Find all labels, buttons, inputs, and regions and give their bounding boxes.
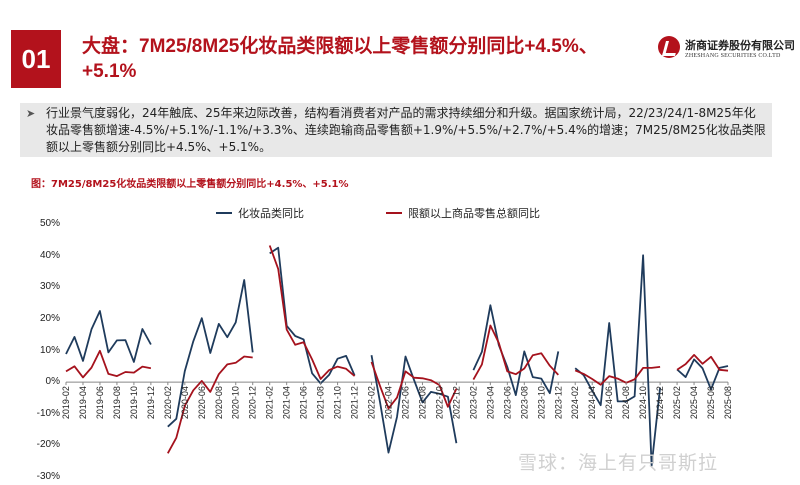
x-tick-label: 2019-04 bbox=[78, 386, 88, 419]
x-tick-label: 2023-04 bbox=[485, 386, 495, 419]
legend-swatch-retail bbox=[386, 212, 402, 214]
y-tick-label: -10% bbox=[36, 407, 60, 419]
x-tick-label: 2019-06 bbox=[95, 386, 105, 419]
y-tick-label: 0% bbox=[45, 376, 60, 388]
x-tick-label: 2022-02 bbox=[367, 386, 377, 419]
y-tick-label: 20% bbox=[39, 312, 60, 324]
x-tick-label: 2021-06 bbox=[299, 386, 309, 419]
series-line-cosmetics bbox=[472, 304, 560, 397]
x-tick-label: 2019-10 bbox=[129, 386, 139, 419]
arrow-bullet-icon: ➤ bbox=[26, 107, 36, 120]
series-line-cosmetics bbox=[370, 355, 458, 454]
logo-english-name: ZHESHANG SECURITIES CO.LTD bbox=[685, 53, 781, 59]
logo-chinese-name: 浙商证券股份有限公司 bbox=[685, 39, 795, 52]
y-tick-label: 50% bbox=[39, 218, 60, 229]
x-tick-label: 2022-08 bbox=[417, 386, 427, 419]
legend-label-cosmetics: 化妆品类同比 bbox=[238, 207, 304, 220]
series-line-cosmetics bbox=[676, 358, 729, 391]
legend-label-retail: 限额以上商品零售总额同比 bbox=[408, 207, 540, 220]
series-line-retail bbox=[676, 353, 729, 372]
figure-title: 图：7M25/8M25化妆品类限额以上零售额分别同比+4.5%、+5.1% bbox=[31, 179, 349, 190]
x-tick-label: 2021-10 bbox=[333, 386, 343, 419]
series-line-retail bbox=[268, 245, 356, 380]
x-tick-label: 2024-06 bbox=[604, 386, 614, 419]
x-tick-label: 2020-12 bbox=[248, 386, 258, 419]
x-tick-label: 2023-12 bbox=[553, 386, 563, 419]
y-tick-label: 40% bbox=[39, 249, 60, 261]
legend-item-retail: 限额以上商品零售总额同比 bbox=[386, 205, 540, 221]
x-tick-label: 2021-08 bbox=[316, 386, 326, 419]
x-tick-label: 2023-02 bbox=[468, 386, 478, 419]
series-line-cosmetics bbox=[269, 246, 356, 385]
x-tick-label: 2024-12 bbox=[655, 386, 665, 419]
y-tick-label: -20% bbox=[36, 439, 60, 451]
x-tick-label: 2025-04 bbox=[689, 386, 699, 419]
y-tick-label: 30% bbox=[39, 281, 60, 293]
series-line-retail bbox=[370, 361, 458, 410]
legend-item-cosmetics: 化妆品类同比 bbox=[216, 205, 304, 221]
x-tick-label: 2020-06 bbox=[197, 386, 207, 419]
x-tick-label: 2020-02 bbox=[163, 386, 173, 419]
x-tick-label: 2023-10 bbox=[536, 386, 546, 419]
x-tick-label: 2023-08 bbox=[519, 386, 529, 419]
summary-box: ➤ 行业景气度弱化，24年触底、25年来边际改善，结构看消费者对产品的需求持续细… bbox=[20, 103, 772, 157]
x-tick-label: 2024-10 bbox=[638, 386, 648, 419]
x-tick-label: 2021-04 bbox=[282, 386, 292, 419]
company-logo: 浙商证券股份有限公司 ZHESHANG SECURITIES CO.LTD bbox=[658, 36, 795, 66]
x-tick-label: 2019-12 bbox=[146, 386, 156, 419]
x-tick-label: 2021-12 bbox=[350, 386, 360, 419]
series-line-cosmetics bbox=[65, 310, 152, 363]
x-tick-label: 2024-08 bbox=[621, 386, 631, 419]
x-tick-label: 2019-02 bbox=[61, 386, 71, 419]
series-line-retail bbox=[472, 324, 559, 381]
legend-swatch-cosmetics bbox=[216, 212, 232, 214]
x-tick-label: 2021-02 bbox=[265, 386, 275, 419]
x-tick-label: 2025-02 bbox=[672, 386, 682, 419]
series-line-retail bbox=[65, 349, 152, 379]
x-tick-label: 2020-08 bbox=[214, 386, 224, 419]
x-tick-label: 2025-08 bbox=[723, 386, 733, 419]
x-tick-label: 2022-06 bbox=[400, 386, 410, 419]
x-tick-label: 2023-06 bbox=[502, 386, 512, 419]
series-line-cosmetics bbox=[167, 279, 254, 428]
y-tick-label: -30% bbox=[36, 471, 60, 482]
x-tick-label: 2022-12 bbox=[451, 386, 461, 419]
x-tick-label: 2019-08 bbox=[112, 386, 122, 419]
xueqiu-watermark: 雪球：海上有只哥斯拉 bbox=[518, 452, 719, 474]
x-tick-label: 2024-04 bbox=[587, 386, 597, 419]
x-tick-label: 2025-06 bbox=[706, 386, 716, 419]
series-line-retail bbox=[167, 355, 253, 454]
x-tick-label: 2022-04 bbox=[384, 386, 394, 419]
x-tick-label: 2020-10 bbox=[231, 386, 241, 419]
slide-title: 大盘：7M25/8M25化妆品类限额以上零售额分别同比+4.5%、+5.1% bbox=[82, 36, 598, 82]
zheshang-logo-icon bbox=[658, 36, 680, 58]
x-tick-label: 2020-04 bbox=[180, 386, 190, 419]
series-line-retail bbox=[574, 366, 661, 386]
section-number-badge: 01 bbox=[11, 30, 61, 88]
x-tick-label: 2022-10 bbox=[434, 386, 444, 419]
series-line-cosmetics bbox=[574, 254, 661, 467]
summary-text: 行业景气度弱化，24年触底、25年来边际改善，结构看消费者对产品的需求持续细分和… bbox=[46, 106, 766, 154]
x-tick-label: 2024-02 bbox=[570, 386, 580, 419]
y-tick-label: 10% bbox=[39, 344, 60, 356]
